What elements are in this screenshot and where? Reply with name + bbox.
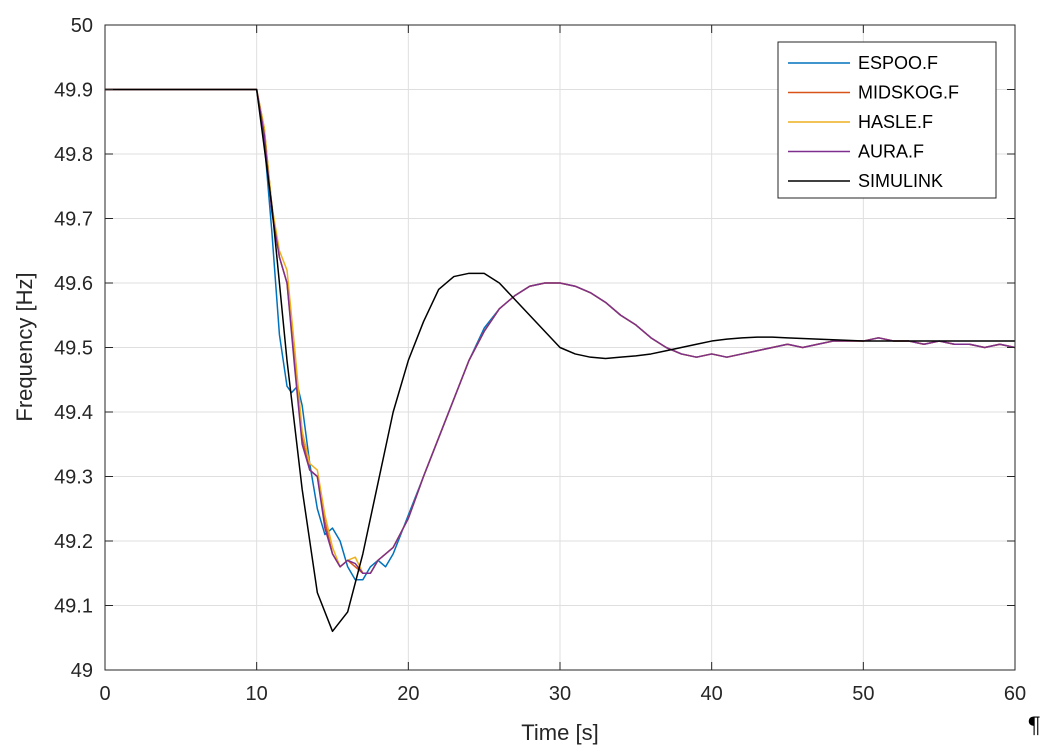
legend-entry: ESPOO.F	[858, 53, 938, 73]
x-tick-labels: 0 10 20 30 40 50 60	[99, 683, 1026, 705]
legend-entry: SIMULINK	[858, 171, 943, 191]
x-tick-label: 30	[549, 683, 571, 705]
x-tick-label: 0	[99, 683, 110, 705]
y-tick-label: 49.7	[54, 209, 93, 231]
x-tick-label: 60	[1004, 683, 1026, 705]
y-tick-label: 49.6	[54, 273, 93, 295]
y-axis-title: Frequency [Hz]	[12, 272, 37, 421]
legend: ESPOO.F MIDSKOG.F HASLE.F AURA.F SIMULINK	[777, 41, 997, 199]
x-tick-label: 10	[246, 683, 268, 705]
y-tick-label: 50	[71, 15, 93, 37]
y-tick-label: 49	[71, 660, 93, 682]
y-tick-label: 49.4	[54, 402, 93, 424]
series-line-simulink	[105, 88, 1015, 633]
y-tick-label: 49.8	[54, 144, 93, 166]
y-tick-label: 49.9	[54, 80, 93, 102]
y-tick-label: 49.3	[54, 467, 93, 489]
legend-entry: AURA.F	[858, 142, 924, 162]
ticks	[104, 24, 1016, 671]
legend-entry: HASLE.F	[858, 112, 933, 132]
legend-box	[777, 41, 997, 199]
y-tick-label: 49.1	[54, 596, 93, 618]
paragraph-mark: ¶	[1027, 714, 1041, 739]
x-axis-title: Time [s]	[521, 720, 598, 745]
legend-entry: MIDSKOG.F	[858, 83, 959, 103]
x-tick-label: 20	[397, 683, 419, 705]
y-tick-labels: 49 49.1 49.2 49.3 49.4 49.5 49.6 49.7 49.8 49.9 50	[54, 15, 93, 682]
series-layer	[105, 88, 1016, 633]
y-tick-label: 49.5	[54, 338, 93, 360]
x-tick-label: 50	[852, 683, 874, 705]
x-tick-label: 40	[701, 683, 723, 705]
y-tick-label: 49.2	[54, 531, 93, 553]
